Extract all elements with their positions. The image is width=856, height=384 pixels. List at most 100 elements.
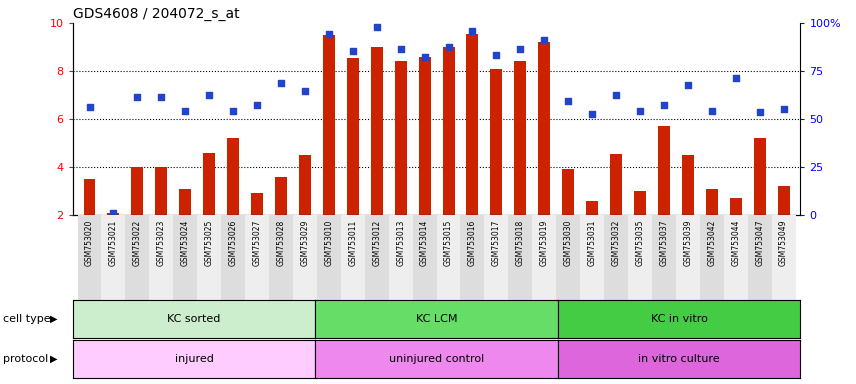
- Bar: [371, 47, 383, 215]
- Bar: [203, 153, 215, 215]
- Bar: [658, 126, 670, 215]
- Point: [178, 108, 192, 114]
- Bar: [293, 215, 317, 300]
- Text: GSM753021: GSM753021: [109, 219, 118, 265]
- Bar: [562, 169, 574, 215]
- Bar: [508, 215, 532, 300]
- Bar: [341, 215, 365, 300]
- Point: [752, 109, 766, 115]
- Bar: [413, 215, 437, 300]
- Bar: [347, 58, 359, 215]
- Point: [394, 46, 407, 53]
- Bar: [634, 191, 646, 215]
- Text: GSM753044: GSM753044: [731, 219, 740, 266]
- Point: [226, 108, 240, 114]
- Bar: [652, 215, 676, 300]
- Text: ▶: ▶: [50, 314, 57, 324]
- Bar: [586, 200, 598, 215]
- Text: GSM753024: GSM753024: [181, 219, 190, 266]
- Bar: [610, 154, 622, 215]
- Point: [586, 111, 599, 118]
- Text: GSM753035: GSM753035: [635, 219, 645, 266]
- Text: GSM753025: GSM753025: [205, 219, 214, 266]
- Text: GSM753015: GSM753015: [444, 219, 453, 266]
- Point: [250, 101, 264, 108]
- Text: GSM753037: GSM753037: [659, 219, 669, 266]
- Bar: [299, 155, 311, 215]
- Point: [370, 23, 383, 30]
- Bar: [275, 177, 287, 215]
- Text: cell type: cell type: [3, 314, 51, 324]
- Bar: [538, 42, 550, 215]
- Text: GDS4608 / 204072_s_at: GDS4608 / 204072_s_at: [73, 7, 240, 21]
- Text: GSM753010: GSM753010: [324, 219, 333, 266]
- Bar: [179, 189, 191, 215]
- Text: injured: injured: [175, 354, 213, 364]
- Point: [154, 94, 168, 101]
- Bar: [556, 215, 580, 300]
- Text: ▶: ▶: [50, 354, 57, 364]
- Text: GSM753029: GSM753029: [300, 219, 309, 266]
- Text: GSM753017: GSM753017: [492, 219, 501, 266]
- Point: [202, 92, 216, 98]
- Bar: [514, 61, 526, 215]
- Text: GSM753049: GSM753049: [779, 219, 788, 266]
- Point: [298, 88, 312, 94]
- Bar: [461, 215, 484, 300]
- Text: GSM753018: GSM753018: [516, 219, 525, 265]
- Bar: [437, 215, 461, 300]
- Text: KC in vitro: KC in vitro: [651, 314, 708, 324]
- Text: GSM753032: GSM753032: [611, 219, 621, 266]
- Bar: [747, 215, 771, 300]
- Text: uninjured control: uninjured control: [389, 354, 484, 364]
- Text: GSM753031: GSM753031: [587, 219, 597, 266]
- Point: [466, 28, 479, 35]
- Bar: [251, 194, 263, 215]
- Bar: [700, 215, 724, 300]
- Text: GSM753012: GSM753012: [372, 219, 381, 265]
- Bar: [771, 215, 795, 300]
- Bar: [389, 215, 413, 300]
- Text: GSM753026: GSM753026: [229, 219, 238, 266]
- Text: GSM753028: GSM753028: [276, 219, 286, 265]
- Bar: [490, 69, 502, 215]
- Point: [657, 101, 671, 108]
- Text: GSM753014: GSM753014: [420, 219, 429, 266]
- Point: [490, 52, 503, 58]
- Bar: [365, 215, 389, 300]
- Bar: [419, 56, 431, 215]
- Point: [130, 94, 144, 101]
- Point: [442, 44, 455, 50]
- Point: [83, 104, 97, 110]
- Bar: [484, 215, 508, 300]
- Bar: [149, 215, 173, 300]
- Text: KC LCM: KC LCM: [416, 314, 457, 324]
- Text: GSM753023: GSM753023: [157, 219, 166, 266]
- Point: [274, 80, 288, 86]
- Text: GSM753047: GSM753047: [755, 219, 764, 266]
- Bar: [724, 215, 747, 300]
- Bar: [532, 215, 556, 300]
- Bar: [108, 213, 120, 215]
- Bar: [317, 215, 341, 300]
- Bar: [155, 167, 167, 215]
- Bar: [730, 198, 741, 215]
- Bar: [706, 189, 718, 215]
- Text: GSM753027: GSM753027: [253, 219, 262, 266]
- Bar: [443, 47, 455, 215]
- Point: [514, 46, 527, 53]
- Bar: [197, 215, 221, 300]
- Text: GSM753039: GSM753039: [683, 219, 693, 266]
- Bar: [777, 186, 789, 215]
- Bar: [78, 215, 102, 300]
- Text: GSM753030: GSM753030: [564, 219, 573, 266]
- Text: GSM753011: GSM753011: [348, 219, 357, 265]
- Bar: [269, 215, 293, 300]
- Bar: [323, 35, 335, 215]
- Bar: [126, 215, 149, 300]
- Point: [538, 37, 551, 43]
- Text: GSM753019: GSM753019: [540, 219, 549, 266]
- Point: [322, 31, 336, 37]
- Point: [633, 108, 647, 114]
- Text: KC sorted: KC sorted: [167, 314, 221, 324]
